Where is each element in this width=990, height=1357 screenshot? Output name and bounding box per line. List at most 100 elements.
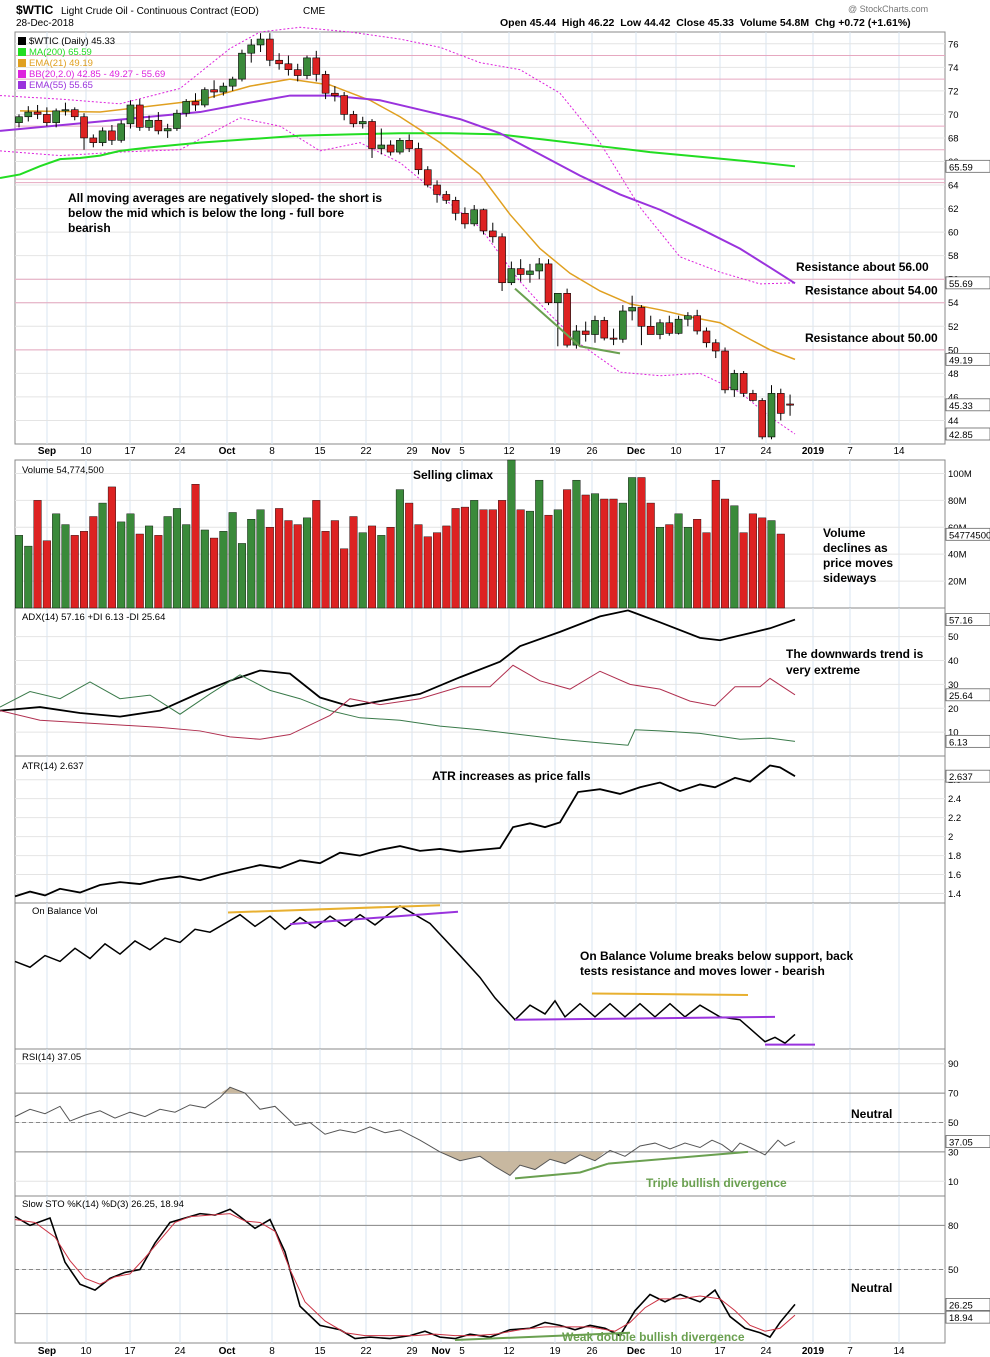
x-tick-label: 22 (360, 1346, 372, 1357)
candle-body (15, 116, 23, 123)
candle-body (628, 307, 636, 312)
candle-body (730, 373, 739, 391)
ma200-line (0, 132, 796, 179)
panel-frame-4 (14, 902, 946, 1050)
x-tick-label: Dec (627, 446, 646, 457)
volume-bar (98, 502, 107, 609)
candle-body (656, 322, 664, 335)
y-tick-label: 80 (948, 1221, 959, 1232)
volume-bar (683, 527, 692, 609)
legend-entry: BB(20,2.0) 42.85 - 49.27 - 55.69 (29, 69, 165, 80)
x-tick-label: 29 (406, 1346, 418, 1357)
price-tag-text: 49.19 (949, 355, 973, 366)
volume-bar (191, 484, 200, 609)
candle-body (674, 318, 683, 334)
candle-body (293, 69, 302, 76)
volume-bar (767, 520, 776, 609)
y-tick-label: 90 (948, 1059, 959, 1070)
volume-bar (423, 536, 432, 609)
volume-bar (590, 493, 599, 609)
volume-bar (637, 477, 646, 609)
x-tick-label: Dec (627, 1346, 646, 1357)
y-tick-label: 50 (948, 1118, 959, 1129)
volume-bar (265, 527, 274, 609)
x-tick-label: Oct (219, 1346, 236, 1357)
x-tick-label: 19 (549, 1346, 561, 1357)
volume-bar (377, 535, 386, 609)
volume-bar (498, 500, 507, 609)
panel-title: Slow STO %K(14) %D(3) 26.25, 18.94 (22, 1199, 184, 1210)
y-tick-label: 70 (948, 1089, 959, 1100)
volume-bar (14, 535, 23, 609)
x-tick-label: 14 (893, 446, 905, 457)
candle-body (247, 44, 256, 54)
volume-bar (535, 479, 544, 609)
candle-body (256, 38, 265, 46)
price-tag-text: 55.69 (949, 279, 973, 290)
adx-series-line (0, 674, 796, 746)
price-tag-box (945, 352, 990, 366)
candle-body (201, 89, 209, 106)
resistance-label: Resistance about 56.00 (796, 260, 929, 274)
candle-body (414, 148, 423, 171)
volume-bar (544, 514, 553, 609)
candle-body (423, 169, 432, 186)
adx-series-line (0, 664, 796, 740)
candle-body (609, 337, 618, 340)
volume-bar (135, 533, 144, 609)
price-tag-box (945, 613, 990, 626)
candle-body (749, 393, 757, 401)
candle-body (535, 263, 544, 272)
volume-bar (442, 525, 451, 609)
x-tick-label: Sep (38, 1346, 56, 1357)
price-tag: 65.59 (945, 159, 990, 173)
price-tag-box (945, 688, 990, 702)
sto-neutral-label: Neutral (851, 1281, 892, 1295)
panel-title: On Balance Vol (32, 906, 98, 917)
y-tick-label: 100M (948, 469, 972, 480)
price-tag-text: 25.64 (949, 691, 973, 702)
y-tick-label: 76 (948, 39, 959, 50)
candle-body (89, 137, 98, 143)
sto-divergence-label: Weak double bullish divergence (562, 1330, 745, 1344)
volume-bar (656, 527, 665, 609)
volume-bar (293, 524, 302, 609)
y-tick-label: 70 (948, 110, 959, 121)
volume-annotation-side: price moves (823, 556, 893, 570)
volume-bar (507, 459, 516, 609)
volume-bar (470, 500, 479, 609)
volume-bar (414, 524, 423, 609)
candle-body (619, 310, 627, 340)
candle-body (61, 109, 70, 112)
y-tick-label: 20M (948, 577, 967, 588)
rsi-line (14, 1086, 796, 1177)
x-tick-label: 7 (847, 1346, 853, 1357)
x-tick-label: Oct (219, 446, 236, 457)
volume-bar (646, 502, 655, 609)
volume-bar (730, 505, 739, 609)
candle-body (108, 130, 116, 141)
price-tag-text: 18.94 (949, 1313, 973, 1324)
volume-bar (256, 509, 265, 609)
candle-body (163, 128, 172, 132)
x-tick-label: 17 (714, 446, 726, 457)
candle-body (210, 89, 218, 93)
x-tick-label: 17 (124, 446, 136, 457)
legend-entry: EMA(21) 49.19 (29, 58, 93, 69)
rsi-divergence-label: Triple bullish divergence (646, 1176, 787, 1190)
candle-body (52, 110, 60, 123)
volume-bar (581, 494, 590, 609)
price-tag-box (945, 1298, 990, 1311)
price-tag-box (945, 427, 990, 441)
y-tick-label: 40 (948, 656, 959, 667)
y-tick-label: 60 (948, 228, 959, 239)
y-tick-label: 2.2 (948, 813, 961, 824)
candle-body (275, 59, 283, 65)
x-tick-label: 24 (174, 446, 186, 457)
candle-body (321, 74, 330, 94)
price-tag: 37.05 (945, 1135, 990, 1149)
x-tick-label: 19 (549, 446, 561, 457)
candle-body (776, 393, 785, 414)
volume-bar (674, 513, 683, 609)
y-tick-label: 48 (948, 369, 959, 380)
